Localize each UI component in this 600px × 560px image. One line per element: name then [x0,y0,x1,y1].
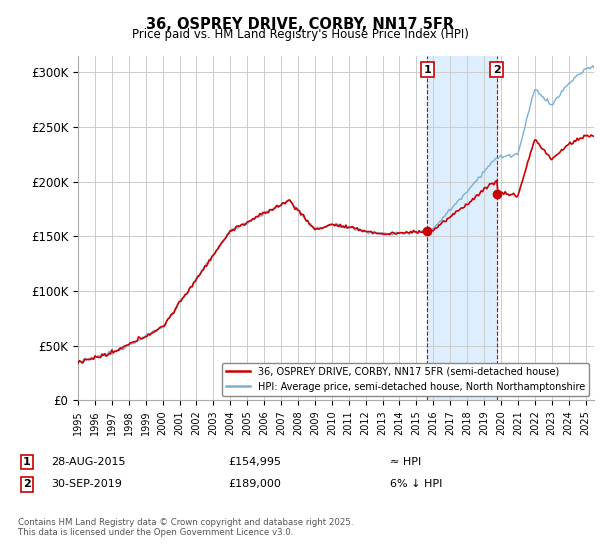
Bar [427,56,497,400]
Text: Contains HM Land Registry data © Crown copyright and database right 2025.
This d: Contains HM Land Registry data © Crown c… [18,518,353,538]
Text: ≈ HPI: ≈ HPI [390,457,421,467]
Text: Price paid vs. HM Land Registry's House Price Index (HPI): Price paid vs. HM Land Registry's House … [131,28,469,41]
Text: 36, OSPREY DRIVE, CORBY, NN17 5FR: 36, OSPREY DRIVE, CORBY, NN17 5FR [146,17,454,32]
Text: 28-AUG-2015: 28-AUG-2015 [51,457,125,467]
Text: 1: 1 [424,64,431,74]
Text: 1: 1 [23,457,31,467]
Text: £189,000: £189,000 [228,479,281,489]
Text: 30-SEP-2019: 30-SEP-2019 [51,479,122,489]
Text: 6% ↓ HPI: 6% ↓ HPI [390,479,442,489]
Text: £154,995: £154,995 [228,457,281,467]
Legend: 36, OSPREY DRIVE, CORBY, NN17 5FR (semi-detached house), HPI: Average price, sem: 36, OSPREY DRIVE, CORBY, NN17 5FR (semi-… [222,363,589,395]
Text: 2: 2 [23,479,31,489]
Text: 2: 2 [493,64,500,74]
